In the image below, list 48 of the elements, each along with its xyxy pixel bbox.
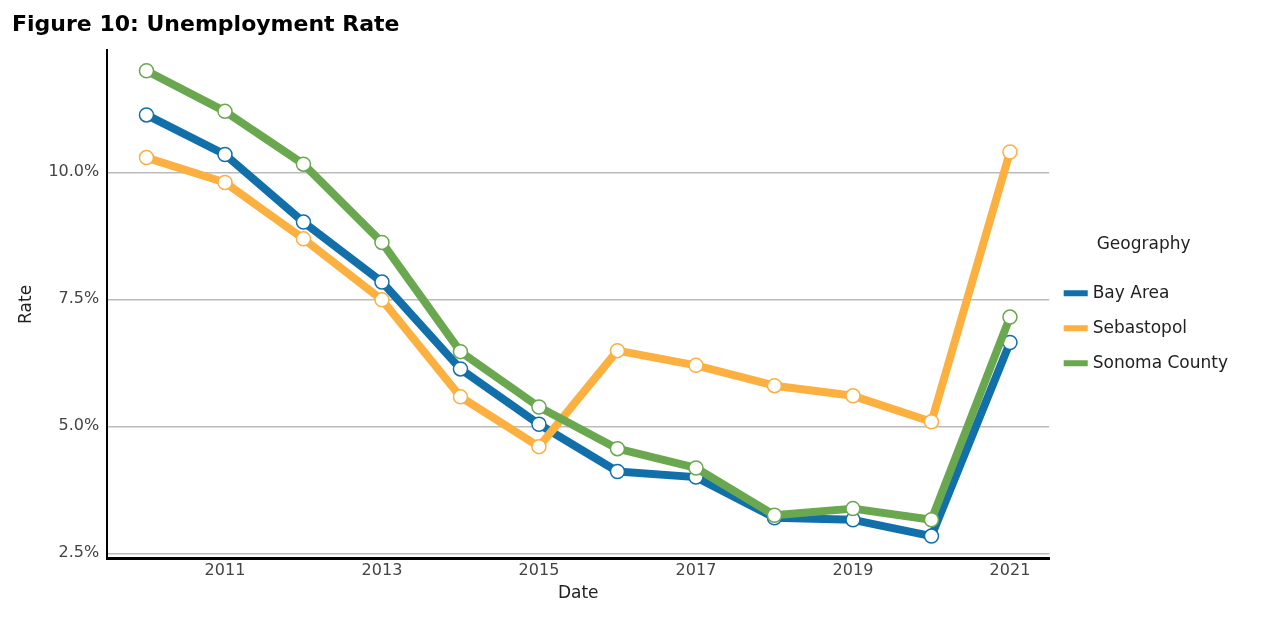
y-tick-label: 5.0% (58, 415, 100, 435)
point (1002, 309, 1018, 325)
point (138, 107, 155, 123)
point (452, 389, 469, 405)
point (217, 174, 233, 191)
point (531, 438, 547, 455)
y-tick-label: 7.5% (58, 288, 100, 308)
point (609, 463, 626, 480)
point (217, 103, 233, 120)
point (845, 500, 861, 517)
point (923, 528, 940, 544)
point (688, 357, 704, 374)
point (609, 440, 626, 457)
point (217, 146, 233, 163)
point (609, 342, 626, 359)
y-tick-label: 2.5% (58, 542, 100, 562)
point (295, 231, 312, 247)
x-tick-label: 2013 (361, 560, 403, 580)
x-tick-label: 2011 (204, 560, 246, 580)
point (374, 274, 390, 290)
point (295, 214, 312, 230)
x-tick-label: 2021 (989, 560, 1031, 580)
x-axis-title: Date (557, 582, 599, 603)
point (766, 377, 783, 394)
point (374, 292, 390, 308)
x-tick-label: 2017 (675, 560, 717, 580)
point (138, 149, 155, 166)
point (138, 62, 155, 79)
point (374, 234, 390, 251)
point (688, 460, 704, 476)
point (923, 512, 940, 528)
chart-title: Figure 10: Unemployment Rate (12, 10, 400, 36)
point (531, 399, 547, 415)
point (531, 416, 547, 433)
legend-title: Geography (1096, 233, 1191, 254)
y-axis-title: Rate (14, 284, 35, 324)
x-tick-label: 2015 (518, 560, 560, 580)
point (295, 156, 312, 172)
point (845, 388, 861, 404)
y-tick-label: 10.0% (48, 161, 100, 181)
point (452, 343, 469, 360)
legend-label: Bay Area (1092, 281, 1170, 302)
x-tick-label: 2019 (832, 560, 874, 580)
point (452, 361, 469, 377)
legend-label: Sebastopol (1092, 316, 1187, 337)
point (1002, 144, 1018, 160)
point (923, 414, 940, 430)
legend-label: Sonoma County (1092, 351, 1228, 372)
